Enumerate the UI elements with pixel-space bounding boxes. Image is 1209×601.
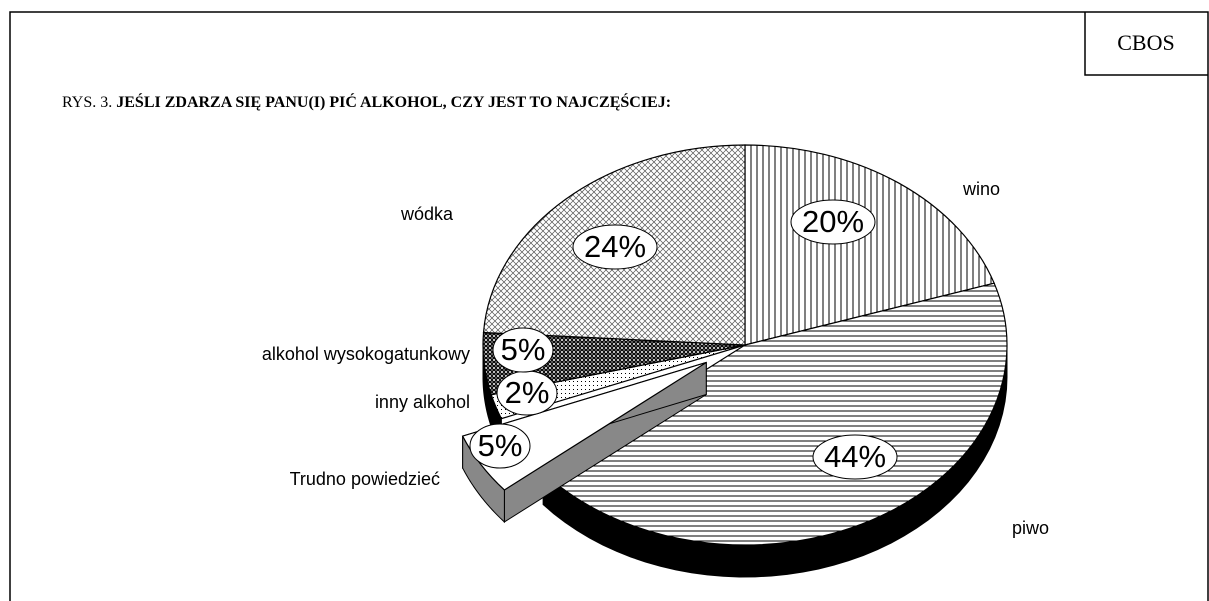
category-label: inny alkohol (375, 392, 470, 412)
slice (542, 282, 1008, 546)
value-label-bg (492, 327, 554, 373)
value-label: 5% (501, 332, 546, 367)
title: RYS. 3. JEŚLI ZDARZA SIĘ PANU(I) PIĆ ALK… (62, 92, 671, 111)
slice (744, 144, 996, 346)
title-prefix: RYS. 3. (62, 94, 112, 111)
title-text: JEŚLI ZDARZA SIĘ PANU(I) PIĆ ALKOHOL, CZ… (116, 92, 671, 111)
value-label-bg (812, 434, 898, 480)
category-label: Trudno powiedzieć (290, 469, 440, 489)
category-label: wódka (400, 204, 454, 224)
value-label-bg (790, 199, 876, 245)
source-box (1084, 12, 1208, 76)
category-label: wino (962, 179, 1000, 199)
source: CBOS (1117, 30, 1174, 55)
value-label: 44% (824, 439, 886, 474)
value-label: 24% (584, 229, 646, 264)
value-label: 5% (478, 428, 523, 463)
category-label: piwo (1012, 518, 1049, 538)
frame (9, 11, 1209, 601)
value-label: 20% (802, 204, 864, 239)
category-label: alkohol wysokogatunkowy (262, 344, 470, 364)
value-label-bg (572, 224, 658, 270)
value-label: 2% (505, 375, 550, 410)
value-label-bg (469, 423, 531, 469)
